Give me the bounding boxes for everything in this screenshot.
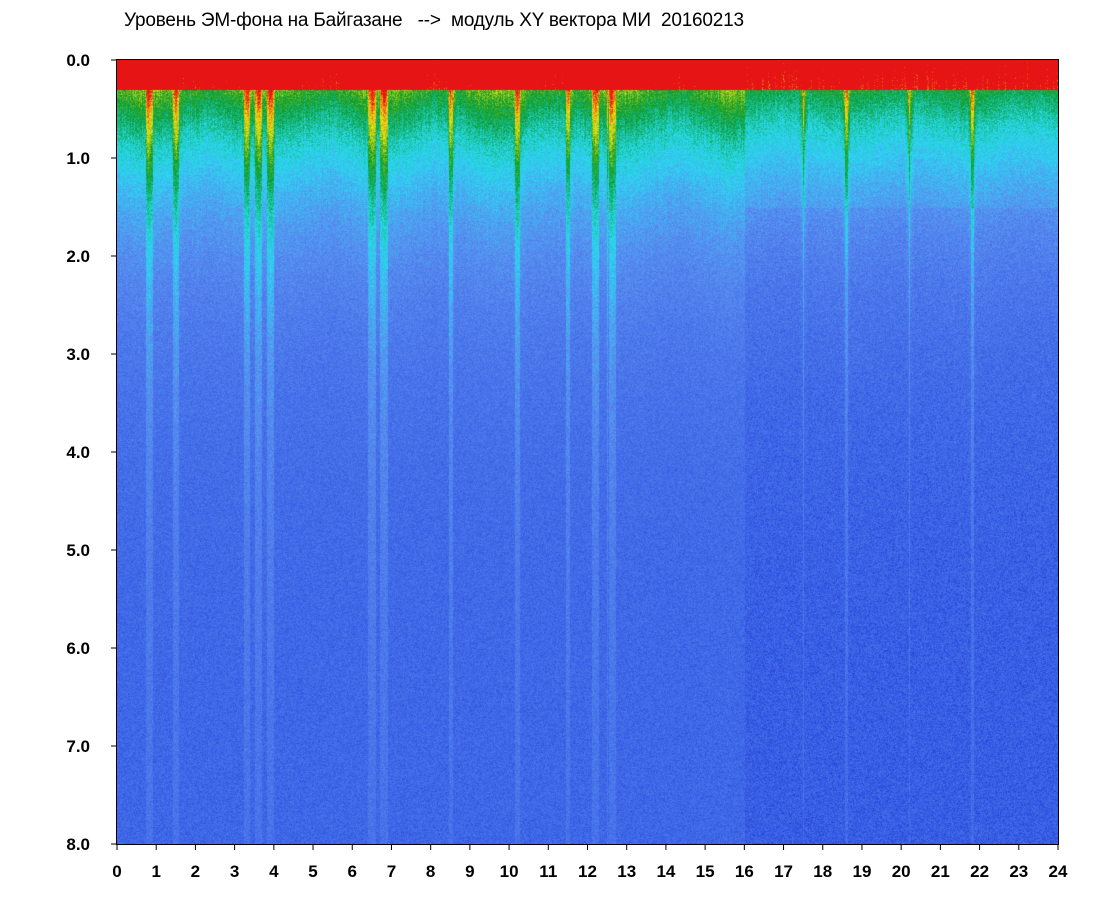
x-tick-label: 19 [852,862,871,881]
y-tick-label: 7.0 [66,737,90,756]
y-tick-label: 3.0 [66,345,90,364]
x-tick-label: 1 [151,862,160,881]
x-tick-label: 18 [813,862,832,881]
x-tick-label: 4 [269,862,279,881]
x-tick-label: 6 [348,862,357,881]
x-axis: 0 1 2 3 4 5 6 7 8 9 10 11 12 13 14 15 16 17 18 19 20 21 22 23 24 [112,844,1068,881]
x-tick-label: 8 [426,862,435,881]
x-tick-label: 14 [656,862,675,881]
y-tick-label: 2.0 [66,247,90,266]
x-tick-label: 10 [500,862,519,881]
y-tick-label: 0.0 [66,51,90,70]
x-tick-label: 13 [617,862,636,881]
x-tick-label: 21 [931,862,950,881]
x-tick-label: 22 [970,862,989,881]
y-axis: 0.0 1.0 2.0 3.0 4.0 5.0 6.0 7.0 8.0 [66,51,117,854]
x-tick-label: 3 [230,862,239,881]
x-tick-label: 2 [191,862,200,881]
x-tick-label: 20 [892,862,911,881]
y-tick-label: 1.0 [66,149,90,168]
x-tick-label: 23 [1009,862,1028,881]
x-tick-label: 7 [387,862,396,881]
y-tick-label: 6.0 [66,639,90,658]
x-tick-label: 17 [774,862,793,881]
chart-title: Уровень ЭМ-фона на Байгазане --> модуль … [124,10,744,31]
x-tick-label: 0 [112,862,121,881]
y-tick-label: 5.0 [66,541,90,560]
x-tick-label: 9 [465,862,474,881]
x-tick-label: 15 [696,862,715,881]
y-tick-label: 8.0 [66,835,90,854]
x-tick-label: 5 [308,862,317,881]
x-tick-label: 11 [539,862,557,881]
plot-frame [116,59,1059,845]
y-tick-label: 4.0 [66,443,90,462]
x-tick-label: 24 [1049,862,1068,881]
heatmap-canvas [117,60,1058,844]
x-tick-label: 16 [735,862,754,881]
x-tick-label: 12 [578,862,597,881]
